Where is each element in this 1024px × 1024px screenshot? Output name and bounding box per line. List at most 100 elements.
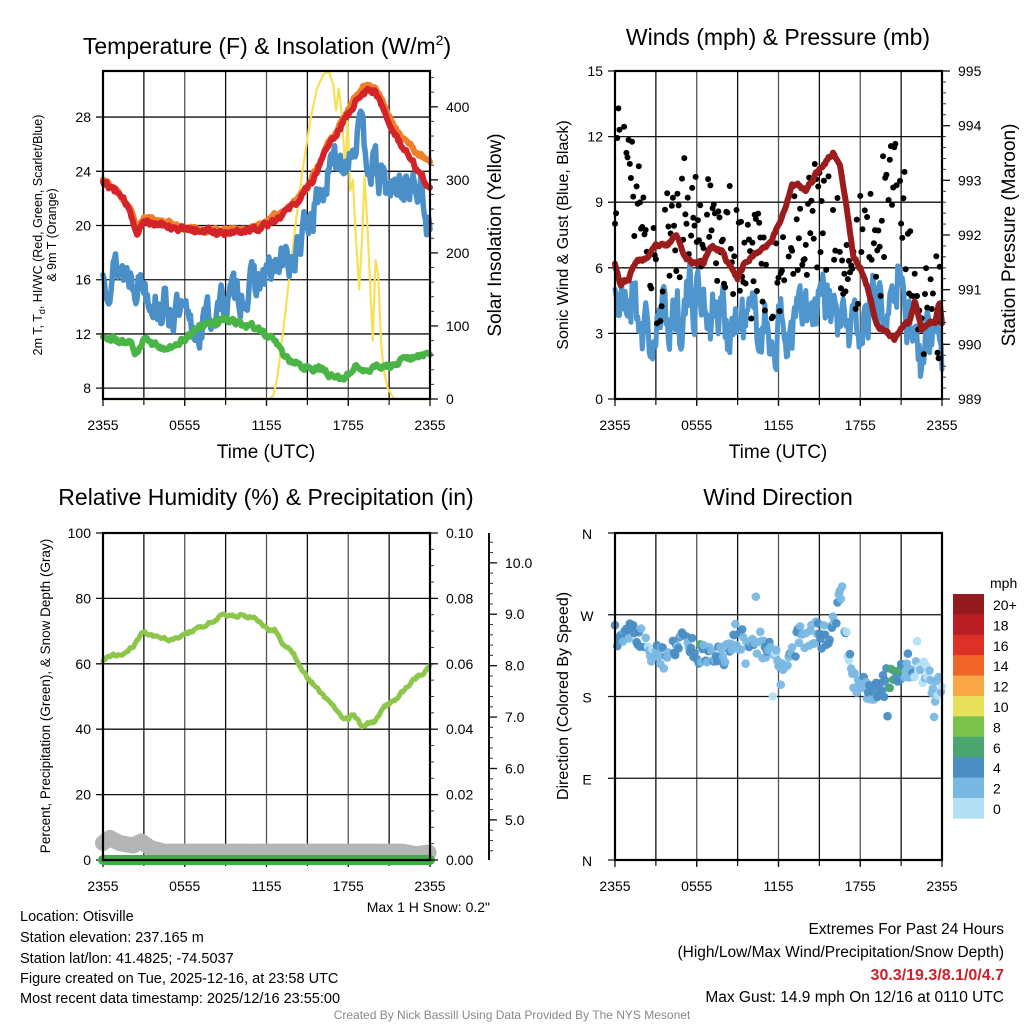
wind-gust-point	[791, 193, 798, 200]
wind-gust-point	[652, 256, 659, 263]
wind-gust-point	[845, 257, 852, 264]
wind-gust-point	[648, 285, 655, 292]
wind-y-tick-label: 3	[595, 325, 603, 341]
wind-gust-point	[802, 241, 809, 248]
wind-gust-point	[692, 173, 699, 180]
station-elevation: Station elevation: 237.165 m	[20, 930, 204, 946]
wind-direction-point	[903, 649, 913, 658]
wind-gust-point	[674, 190, 681, 197]
wind-gust-point	[935, 355, 942, 362]
wind-gust-point	[832, 247, 839, 254]
wind-gust-point	[864, 214, 871, 220]
snow-depth-y-tick-label: 9.0	[505, 606, 525, 622]
wind-gust-point	[810, 235, 817, 242]
wind-gust-point	[659, 288, 666, 295]
wind-direction-point	[737, 625, 747, 634]
x-tick-label: 0555	[169, 417, 200, 433]
wind-gust-point	[748, 315, 755, 322]
x-tick-label: 1155	[763, 417, 793, 433]
wind-direction-point	[783, 661, 792, 670]
wind-gust-point	[881, 254, 888, 260]
wind-gust-point	[624, 154, 631, 161]
wind-gust-point	[794, 267, 801, 273]
wind-gust-point	[696, 237, 702, 244]
wind-gust-point	[817, 249, 824, 256]
x-tick-label: 1155	[763, 878, 793, 894]
wind-gust-point	[626, 160, 633, 167]
wind-direction-point	[810, 639, 820, 648]
wind-gust-point	[907, 228, 914, 235]
wind-gust-point	[689, 184, 696, 191]
pressure-y-tick-label: 995	[958, 63, 982, 79]
wind-gust-point	[664, 190, 671, 197]
wind-gust-point	[778, 267, 785, 274]
legend-label: 16	[993, 638, 1009, 654]
blue-dewpoint-line	[100, 108, 433, 351]
wind-direction-point	[756, 627, 765, 637]
max-hourly-snow-note: Max 1 H Snow: 0.2"	[367, 899, 490, 915]
wind-gust-point	[823, 266, 830, 273]
precipitation-y-tick-label: 0.02	[446, 787, 473, 803]
wind-gust-point	[837, 285, 844, 292]
wind-gust-point	[684, 194, 691, 201]
humidity-y-tick-label: 20	[75, 787, 91, 803]
wind-gust-point	[726, 183, 733, 189]
snow-depth-y-tick-label: 6.0	[505, 760, 525, 776]
wind-direction-point	[720, 657, 730, 667]
wind-gust-point	[658, 303, 665, 310]
wind-direction-point	[674, 644, 683, 653]
wind-gust-point	[675, 202, 682, 209]
wind-gust-point	[807, 230, 814, 237]
wind-direction-point	[771, 645, 781, 655]
wind-gust-point	[776, 308, 783, 315]
wind-gust-point	[616, 126, 623, 133]
wind-direction-point	[628, 621, 638, 630]
wind-direction-point	[929, 712, 939, 722]
pressure-y-tick-label: 990	[958, 336, 982, 352]
x-tick-label: 0555	[681, 417, 712, 433]
wind-gust-point	[902, 266, 909, 273]
station-location: Location: Otisville	[20, 909, 134, 925]
wind-gust-point	[803, 271, 810, 278]
wind-gust-point	[750, 278, 757, 285]
wind_direction-plot-area: 2355 0555 1155 1755 2355 N E S W N	[580, 526, 957, 894]
wind-gust-point	[741, 239, 748, 246]
wind-gust-point	[731, 253, 738, 260]
wind-direction-point	[787, 643, 797, 652]
wind-direction-point	[751, 592, 761, 601]
wind-gust-point	[679, 175, 685, 182]
wind-gust-point	[714, 277, 721, 284]
wind-gust-point	[673, 268, 680, 274]
direction-tick-label: E	[582, 771, 591, 787]
legend-label: 4	[993, 760, 1001, 776]
x-tick-label: 2355	[414, 417, 445, 433]
wind-gust-point	[668, 202, 675, 209]
temperature-y-tick-label: 24	[75, 163, 91, 179]
wind-y-axis-label: Sonic Wind & Gust (Blue, Black)	[555, 120, 572, 349]
wind-gust-point	[724, 209, 731, 216]
humidity-y-tick-label: 60	[75, 656, 91, 672]
wind-gust-point	[797, 205, 804, 212]
wind-gust-point	[633, 183, 640, 190]
wind-gust-point	[742, 280, 749, 287]
precipitation-y-tick-label: 0.00	[446, 852, 473, 868]
solar-y-axis-label: Solar Insolation (Yellow)	[485, 133, 506, 336]
wind-direction-point	[934, 672, 943, 682]
wind-direction-point	[845, 649, 855, 659]
wind-direction-point	[768, 692, 778, 701]
wind-gust-point	[876, 243, 883, 250]
legend-color-swatch	[953, 736, 984, 758]
wind-gust-point	[934, 349, 941, 356]
red-2m-temperature-line	[100, 85, 433, 239]
wind-direction-point	[731, 619, 740, 629]
wind-gust-point	[878, 217, 885, 224]
direction-tick-label: N	[582, 526, 592, 542]
wind-gust-point	[688, 232, 695, 239]
humidity-y-tick-label: 100	[68, 525, 92, 541]
wind-gust-point	[706, 233, 713, 240]
relative-humidity-line	[100, 611, 433, 730]
wind-gust-point	[814, 264, 821, 271]
wind-direction-panel-title: Wind Direction	[703, 484, 853, 510]
wind-gust-point	[665, 223, 672, 230]
wind-gust-point	[861, 207, 868, 214]
